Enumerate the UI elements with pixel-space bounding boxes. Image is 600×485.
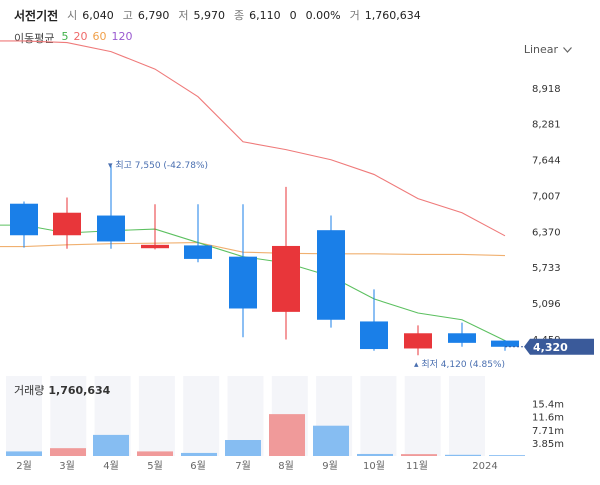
month-label: 8월 [278,460,294,472]
close-value: 6,110 [249,8,281,22]
month-label: 3월 [59,460,75,472]
month-label: 9월 [322,460,338,472]
volume-bar [445,454,481,456]
volume-label: 거 [349,9,360,22]
month-label: 4월 [103,460,119,472]
volume-column-bg [360,376,397,456]
volume-panel-label: 거래량 1,760,634 [14,382,110,398]
chevron-down-icon [563,46,572,53]
volume-bar [225,440,261,456]
price-tick-label: 5,096 [532,299,561,310]
month-label: 10월 [363,460,385,472]
volume-column-bg [50,376,87,456]
change-percent: 0.00% [305,8,341,22]
price-tick-label: 8,281 [532,120,561,131]
volume-value: 1,760,634 [364,8,421,22]
ma-60-legend: 60 [92,30,107,43]
price-tick-label: 6,370 [532,227,561,238]
month-axis-labels: 2월 3월 4월 5월 6월 7월 8월 9월 10월 11월 2024 [16,460,498,472]
scale-label: Linear [523,43,558,56]
volume-column-bg [404,376,441,456]
close-label: 종 [234,9,245,22]
open-value: 6,040 [82,8,114,22]
ma-5-legend: 5 [61,30,69,43]
ma-20-line [0,40,506,237]
ma-120-legend: 120 [111,30,133,43]
volume-column-bg [183,376,220,456]
volume-bar [357,453,393,456]
candle-body [141,244,169,249]
scale-dropdown[interactable]: Linear [524,43,572,56]
high-low-annotations: ▾ 최고 7,550 (-42.78%) ▴ 최저 4,120 (4.85%) [108,160,505,370]
volume-tick-label: 11.6m [532,413,564,424]
volume-column-backgrounds [6,376,485,456]
price-tick-label: 5,733 [532,263,561,274]
volume-column-bg [449,376,485,456]
volume-bar [6,451,42,456]
price-tag-box [524,338,594,355]
volume-bars [6,414,525,456]
moving-average-legend[interactable]: 이동평균 5 20 60 120 [14,30,132,46]
high-label: 고 [122,9,133,22]
volume-axis-ticks: 15.4m 11.6m 7.71m 3.85m [532,400,564,450]
low-label: 저 [178,9,189,22]
price-summary-header: 서전기전 시 6,040 고 6,790 저 5,970 종 6,110 0 0… [14,6,425,24]
candle-body [10,203,38,236]
candle-body [360,321,388,350]
high-annotation: ▾ 최고 7,550 (-42.78%) [108,160,208,171]
candlesticks [10,164,519,356]
price-tag-value: 4,320 [533,341,568,354]
candle-body [229,256,257,309]
volume-bar [269,414,305,456]
volume-bar [137,451,173,456]
month-label: 7월 [235,460,251,472]
month-label: 2월 [16,460,32,472]
low-value: 5,970 [193,8,226,22]
stock-name: 서전기전 [14,8,59,23]
price-tick-label: 8,918 [532,84,561,95]
volume-column-bg [6,376,42,456]
volume-bar [313,425,349,456]
candle-body [184,245,212,259]
month-label: 11월 [406,460,428,472]
change-value: 0 [289,8,297,22]
volume-bar [50,448,86,456]
price-tick-label: 7,007 [532,191,561,202]
month-label: 2024 [472,461,497,472]
volume-column-bg [138,376,175,456]
price-tick-label: 7,644 [532,156,561,167]
ma-20-legend: 20 [73,30,88,43]
volume-panel-title: 거래량 [14,384,45,397]
low-annotation: ▴ 최저 4,120 (4.85%) [414,359,505,370]
candle-body [53,212,81,236]
high-value: 6,790 [137,8,170,22]
volume-panel-value: 1,760,634 [48,384,111,397]
volume-bar [181,452,217,456]
volume-bar [401,454,437,456]
volume-tick-label: 15.4m [532,400,564,411]
candle-body [491,340,519,347]
volume-bar [93,434,129,456]
ma-60-line [0,242,506,257]
candle-body [317,230,345,320]
current-price-tag: 4,320 [505,338,594,355]
candle-body [272,245,300,312]
month-label: 6월 [190,460,206,472]
volume-tick-label: 3.85m [532,439,564,450]
candle-body [448,333,476,343]
month-label: 5월 [147,460,163,472]
volume-bar [489,455,525,456]
volume-tick-label: 7.71m [532,426,564,437]
candle-body [404,333,432,349]
candle-body [97,215,125,242]
open-label: 시 [67,9,78,22]
